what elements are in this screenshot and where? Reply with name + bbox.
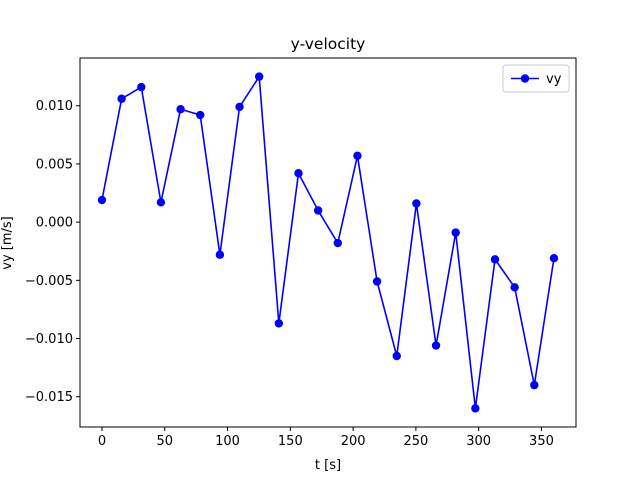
data-point <box>530 380 539 390</box>
axes-frame <box>79 57 577 428</box>
y-axis-label: vy [m/s] <box>0 216 15 269</box>
data-point <box>235 102 244 112</box>
y-tick-label: −0.015 <box>25 390 73 405</box>
x-tick-label: 100 <box>215 434 240 449</box>
x-tick-label: 50 <box>156 434 173 449</box>
y-tick-label: 0.005 <box>36 157 73 172</box>
legend-marker <box>520 74 530 83</box>
y-tick-label: 0.000 <box>36 216 73 231</box>
y-tick-label: −0.010 <box>25 332 73 347</box>
data-point <box>274 319 284 328</box>
data-point <box>156 198 166 207</box>
x-tick-label: 0 <box>98 434 106 449</box>
x-tick-label: 200 <box>341 434 366 449</box>
data-point <box>97 195 107 205</box>
legend-label: vy <box>546 72 562 87</box>
data-point <box>490 255 500 264</box>
data-point <box>510 283 519 292</box>
data-point <box>294 169 303 178</box>
data-point <box>392 351 401 361</box>
series-line-vy <box>101 75 555 410</box>
data-point <box>254 72 264 81</box>
data-point <box>471 404 480 413</box>
data-point <box>176 105 185 114</box>
x-axis-label: t [s] <box>315 458 341 473</box>
data-point <box>451 228 460 237</box>
data-point <box>353 151 362 160</box>
data-point <box>196 110 205 120</box>
data-point <box>412 199 421 208</box>
x-tick-label: 250 <box>403 434 428 449</box>
data-point <box>117 94 126 103</box>
data-point <box>333 238 342 248</box>
x-tick-label: 350 <box>529 434 554 449</box>
data-point <box>137 82 146 92</box>
plot-area: 0 50 100 150 200 250 300 350 −0.015 −0.010 −0.005 0… <box>25 57 577 449</box>
y-tick-label: 0.010 <box>36 99 73 114</box>
chart-title: y-velocity <box>291 35 366 53</box>
data-point <box>549 254 559 263</box>
legend: vy <box>502 64 570 93</box>
x-tick-label: 150 <box>278 434 303 449</box>
data-point <box>372 277 382 286</box>
data-point <box>215 250 225 259</box>
data-point <box>313 206 323 215</box>
x-tick-label: 300 <box>466 434 491 449</box>
data-point <box>431 341 441 350</box>
y-tick-label: −0.005 <box>25 274 73 289</box>
